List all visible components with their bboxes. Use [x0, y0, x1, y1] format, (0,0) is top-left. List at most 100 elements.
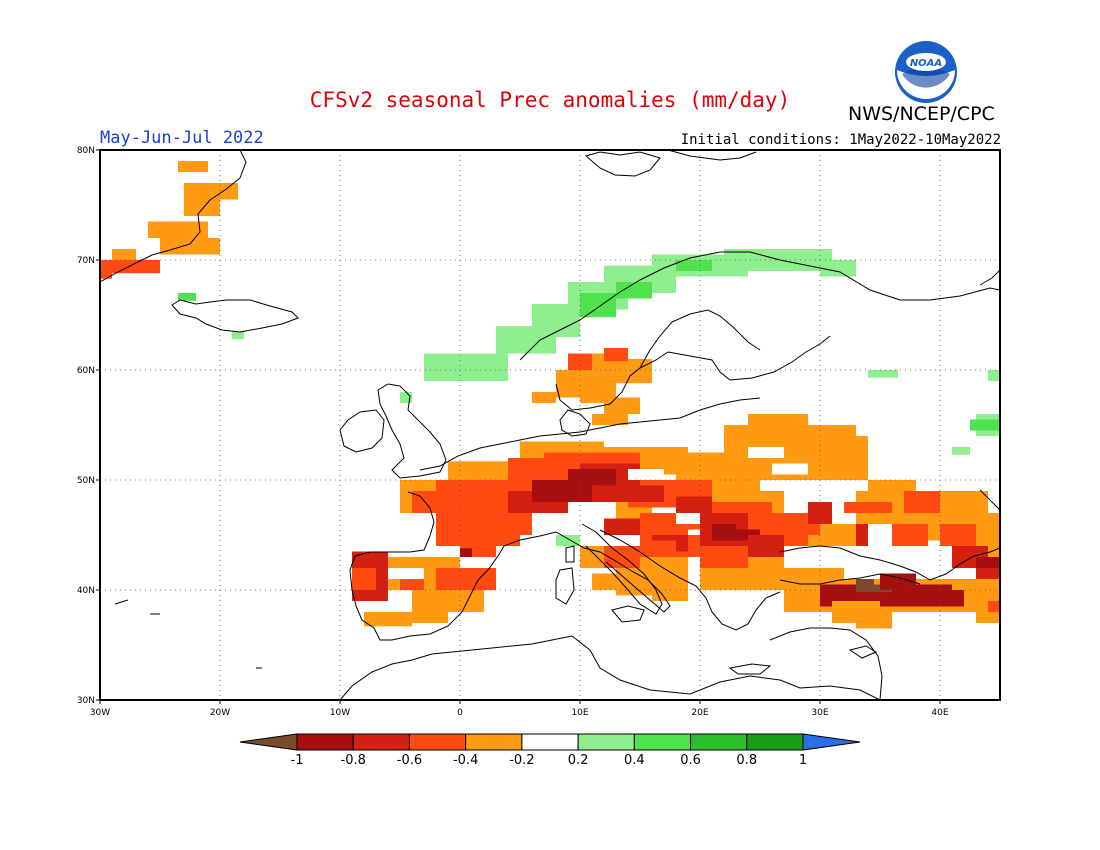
anomaly-cell-white [904, 546, 940, 557]
anomaly-cell-light_green [868, 370, 898, 378]
map-title: CFSv2 seasonal Prec anomalies (mm/day) [309, 88, 791, 112]
lat-tick-label: 50N [77, 476, 95, 486]
anomaly-cell-red [748, 535, 784, 557]
lat-tick-label: 60N [77, 366, 95, 376]
anomaly-cell-dark_red [928, 590, 964, 607]
anomaly-cell-orange [556, 370, 580, 398]
lon-tick-label: 10W [330, 708, 350, 718]
anomaly-cell-dark_red [568, 469, 616, 486]
colorbar-label: -0.6 [397, 753, 422, 768]
anomaly-cell-orange_red [844, 502, 892, 513]
anomaly-cell-white [676, 513, 700, 524]
anomaly-cell-white [844, 480, 868, 491]
anomaly-cell-dark_red [724, 529, 760, 541]
colorbar-arrow-low [239, 733, 298, 751]
colorbar-box [408, 733, 467, 751]
lon-tick-label: 40E [931, 708, 948, 718]
colorbar-label: 1 [799, 753, 807, 768]
anomaly-cell-orange_red [472, 568, 496, 590]
forecast-period: May-Jun-Jul 2022 [100, 128, 264, 148]
latitude-labels: 30N 40N 50N 60N 70N 80N [77, 146, 100, 706]
noaa-logo-text: NOAA [910, 58, 942, 69]
colorbar-label: -1 [291, 753, 304, 768]
anomaly-cell-red [856, 524, 868, 546]
colorbar-box [577, 733, 635, 751]
colorbar-label: -0.4 [453, 753, 478, 768]
colorbar-box [465, 733, 523, 751]
anomaly-cell-red [616, 485, 664, 502]
anomaly-cell-orange [148, 221, 208, 238]
lon-tick-label: 30W [90, 708, 110, 718]
anomaly-cell-orange [532, 392, 556, 403]
anomaly-cell-white [868, 557, 904, 568]
anomaly-cells [100, 161, 1000, 629]
anomaly-cell-orange [112, 249, 136, 260]
anomaly-cell-orange [796, 590, 820, 612]
anomaly-cell-orange_red [892, 524, 928, 546]
anomaly-cell-orange_red [940, 524, 976, 546]
anomaly-cell-orange [412, 601, 448, 623]
lon-tick-label: 20E [691, 708, 708, 718]
anomaly-cell-orange_red [604, 348, 628, 362]
anomaly-cell-dark_red [460, 548, 472, 557]
anomaly-cell-orange_red [988, 601, 1000, 612]
colorbar-label: -0.8 [341, 753, 366, 768]
anomaly-cell-light_green [988, 370, 1000, 381]
anomaly-cell-red [676, 496, 712, 513]
anomaly-cell-white [388, 568, 424, 579]
anomaly-cell-orange [592, 414, 628, 425]
colorbar-label: -0.2 [509, 753, 534, 768]
anomaly-cell-orange_red [100, 271, 112, 279]
anomaly-cell-orange_red [436, 568, 472, 590]
lat-tick-label: 40N [77, 586, 95, 596]
anomaly-cell-orange_red [352, 568, 376, 590]
colorbar-box [746, 733, 804, 751]
anomaly-cell-dark_red [712, 524, 736, 541]
anomaly-cell-light_green [556, 535, 580, 546]
anomaly-cell-orange_red [640, 540, 676, 557]
coastlines [100, 150, 1000, 700]
anomaly-cell-green [580, 293, 616, 318]
colorbar-box [296, 733, 354, 751]
lon-tick-label: 10E [571, 708, 588, 718]
anomaly-cell-orange [178, 161, 208, 172]
anomaly-cell-orange_red [484, 513, 532, 535]
anomaly-cell-orange_red [700, 546, 748, 568]
anomaly-cell-white [628, 469, 664, 480]
colorbar-label: 0.6 [680, 753, 701, 768]
colorbar-label: 0.4 [624, 753, 645, 768]
lon-tick-label: 0 [457, 708, 463, 718]
anomaly-cell-white [772, 463, 808, 475]
anomaly-cell-green [616, 282, 652, 299]
anomaly-cell-white [544, 546, 568, 557]
anomaly-cell-red [604, 518, 640, 535]
colorbar-box [633, 733, 692, 751]
colorbar-label: 0.2 [568, 753, 589, 768]
noaa-logo-icon: NOAA [895, 41, 957, 103]
anomaly-cell-orange [856, 612, 892, 629]
anomaly-cell-orange [592, 573, 616, 590]
agency-label: NWS/NCEP/CPC [848, 103, 995, 125]
anomaly-cell-orange [748, 414, 808, 431]
anomaly-cell-light_green [424, 353, 508, 381]
initial-conditions: Initial conditions: 1May2022-10May2022 [680, 132, 1001, 148]
colorbar-box [352, 733, 410, 751]
anomaly-cell-brown [856, 579, 874, 590]
anomaly-cell-orange [184, 199, 220, 216]
colorbar-arrow-high [802, 733, 861, 751]
anomaly-cell-green [970, 419, 1000, 431]
lat-tick-label: 80N [77, 146, 95, 156]
map-frame [99, 149, 1001, 701]
anomaly-cell-orange_red [568, 353, 592, 370]
anomaly-cell-white [748, 447, 784, 458]
anomaly-cell-dark_red [880, 573, 916, 590]
lat-tick-label: 30N [77, 696, 95, 706]
longitude-labels: 30W 20W 10W 0 10E 20E 30E 40E [90, 700, 949, 718]
graticule [100, 150, 1000, 700]
anomaly-cell-orange_red [100, 260, 160, 274]
colorbar-label: 0.8 [736, 753, 757, 768]
lat-tick-label: 70N [77, 256, 95, 266]
colorbar-box [690, 733, 748, 751]
